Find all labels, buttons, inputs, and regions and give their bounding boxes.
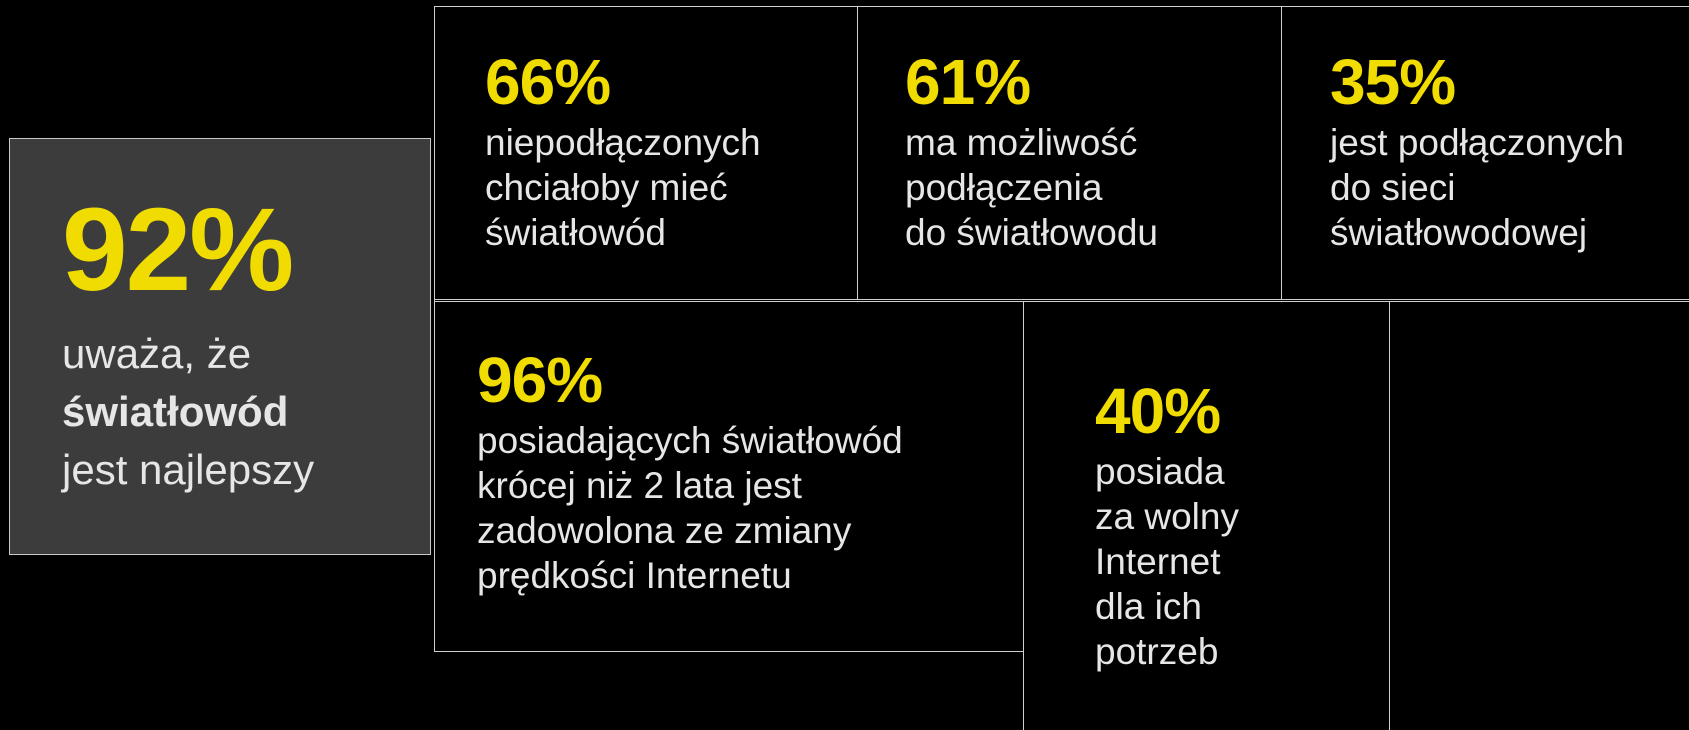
stat-description: potrzeb <box>1095 631 1219 672</box>
divider <box>434 301 1689 302</box>
stat-description: za wolny <box>1095 496 1239 537</box>
stat-description: Internet <box>1095 541 1221 582</box>
divider <box>434 651 1023 652</box>
stat-description: jest podłączonych <box>1330 122 1625 163</box>
stat-description: krócej niż 2 lata jest <box>477 465 802 506</box>
divider <box>434 6 435 652</box>
stat-value: 66% <box>485 46 611 118</box>
stat-description: chciałoby mieć <box>485 167 728 208</box>
stat-card: 40% posiada za wolny Internet dla ich potrzeb <box>1095 379 1239 674</box>
stat-description: światłowodowej <box>1330 212 1588 253</box>
divider <box>434 6 1689 7</box>
stat-value: 96% <box>477 344 603 416</box>
stat-description: zadowolona ze zmiany <box>477 510 852 551</box>
stat-description: światłowód <box>485 212 666 253</box>
stat-description: jest najlepszy <box>62 446 315 493</box>
stat-value: 40% <box>1095 375 1221 447</box>
stat-value: 61% <box>905 46 1031 118</box>
stat-value: 92% <box>62 184 294 316</box>
stat-description: podłączenia <box>905 167 1103 208</box>
stat-value: 35% <box>1330 46 1456 118</box>
stat-description: niepodłączonych <box>485 122 761 163</box>
divider <box>1281 6 1282 300</box>
stat-description: posiadających światłowód <box>477 420 903 461</box>
divider <box>1389 301 1390 730</box>
stat-card: 96% posiadających światłowód krócej niż 2 … <box>477 348 903 598</box>
stat-description: uważa, że <box>62 330 252 377</box>
stat-card: 61% ma możliwość podłączenia do światłowodu <box>905 50 1158 255</box>
stat-description: światłowód <box>62 388 289 435</box>
stat-description: ma możliwość <box>905 122 1138 163</box>
divider <box>434 299 1689 300</box>
stat-description: do sieci <box>1330 167 1456 208</box>
divider <box>1023 301 1024 730</box>
stat-description: posiada <box>1095 451 1225 492</box>
stat-description: do światłowodu <box>905 212 1158 253</box>
stat-description: dla ich <box>1095 586 1202 627</box>
stat-card: 66% niepodłączonych chciałoby mieć światłow… <box>485 50 761 255</box>
stat-card: 35% jest podłączonych do sieci światłowodow… <box>1330 50 1624 255</box>
divider <box>857 6 858 300</box>
stat-description: prędkości Internetu <box>477 555 792 596</box>
highlight-box <box>9 138 431 555</box>
stat-card: 92% uważa, że światłowód jest najlepszy <box>62 191 314 499</box>
